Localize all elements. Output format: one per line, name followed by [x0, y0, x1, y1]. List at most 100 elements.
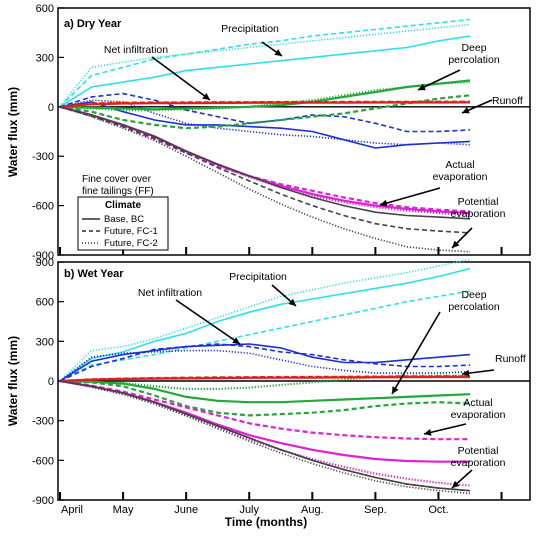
x-tick-label: June	[174, 504, 198, 516]
annotation-arrowhead	[202, 93, 210, 100]
annotation-label: Net infiltration	[104, 44, 168, 56]
series-precipitation-future-fc-2	[59, 23, 471, 108]
series-potential-evaporation-future-fc-2	[59, 380, 471, 495]
legend-subtitle-line-1: Fine cover over	[82, 174, 152, 185]
annotation-arrowhead	[232, 337, 240, 344]
series-potential-evaporation-base-bc	[59, 380, 471, 492]
annotation-arrowhead	[462, 369, 470, 377]
annotation-precipitation: Precipitation	[229, 271, 297, 307]
annotation-arrow	[423, 423, 467, 435]
annotation-actual-evaporation: Actual evaporation	[423, 397, 506, 436]
annotation-arrowhead	[462, 107, 470, 114]
annotation-label: Actual evaporation	[433, 159, 488, 183]
legend-title: Climate	[105, 200, 142, 211]
annotation-deep-percolation: Deep percolation	[417, 42, 500, 91]
annotation-label: Runoff	[492, 95, 523, 107]
series-precipitation-future-fc-1	[59, 18, 471, 108]
series-actual-evaporation-future-fc-1	[59, 105, 471, 213]
annotation-arrowhead	[288, 298, 296, 306]
annotation-label: Deep percolation	[448, 289, 500, 313]
series-precipitation-base-bc	[59, 267, 471, 382]
series-deep-percolation-future-fc-1	[59, 379, 471, 417]
x-tick-label: Oct.	[428, 504, 448, 516]
series-net-infiltration-future-fc-1	[59, 343, 471, 382]
series-net-infiltration-future-fc-2	[59, 349, 471, 382]
series-net-infiltration-future-fc-1	[59, 92, 471, 133]
x-axis-title: Time (months)	[225, 515, 307, 529]
annotation-label: Potential evaporation	[451, 445, 506, 469]
series-runoff-future-fc-2	[59, 375, 470, 383]
panel-dry-year: 600 300 0 -300 -600 -900 a) Dry Year Precipitat…	[32, 3, 531, 262]
series-deep-percolation-base-bc	[59, 379, 471, 404]
annotation-arrow	[151, 56, 211, 101]
legend-label-base: Base, BC	[104, 214, 144, 225]
y-tick-label: 0	[48, 102, 54, 114]
y-axis-title-a: Water flux (mm)	[6, 87, 20, 177]
annotation-arrowhead	[424, 429, 432, 436]
series-runoff-future-fc-1	[59, 375, 470, 383]
annotation-label: Deep percolation	[448, 42, 500, 66]
series-potential-evaporation-future-fc-2	[59, 106, 471, 253]
annotation-arrowhead	[274, 49, 282, 56]
panel-wet-year: 900 600 300 0 -300 -600 -900 April May June July Au…	[32, 257, 531, 516]
x-tick-label: May	[113, 504, 134, 516]
plot-frame	[57, 7, 531, 256]
series-runoff-future-fc-2	[59, 100, 470, 108]
annotation-arrowhead	[418, 83, 426, 91]
series-potential-evaporation-future-fc-1	[59, 106, 471, 234]
annotation-arrowhead	[452, 480, 460, 488]
series-precipitation-base-bc	[59, 35, 471, 108]
y-tick-label: -300	[32, 416, 54, 428]
legend-subtitle-line-2: fine tailings (FF)	[82, 186, 154, 197]
y-tick-label: 600	[36, 297, 54, 309]
y-tick-label: -900	[32, 495, 54, 507]
y-tick-label: 0	[48, 376, 54, 388]
y-tick-label: -300	[32, 151, 54, 163]
annotation-arrowhead	[452, 240, 460, 248]
annotation-arrowhead	[392, 386, 399, 394]
annotation-precipitation: Precipitation	[221, 23, 283, 57]
y-tick-label: -600	[32, 455, 54, 467]
y-axis-title-b: Water flux (mm)	[6, 336, 20, 426]
series-precipitation-future-fc-2	[59, 258, 471, 382]
series-deep-percolation-future-fc-2	[59, 81, 471, 112]
panel-title: b) Wet Year	[64, 268, 124, 280]
annotation-potential-evaporation: Potential evaporation	[451, 445, 506, 489]
annotation-arrow	[417, 69, 461, 91]
legend-box	[77, 196, 169, 251]
y-tick-label: -900	[32, 250, 54, 262]
annotation-net-infiltration: Net infiltration	[104, 44, 211, 101]
annotation-label: Actual evaporation	[451, 397, 506, 421]
annotation-actual-evaporation: Actual evaporation	[379, 159, 488, 207]
x-tick-label: Sep.	[364, 504, 387, 516]
annotation-label: Precipitation	[229, 271, 287, 283]
annotation-deep-percolation: Deep percolation	[391, 289, 500, 395]
panel-title: a) Dry Year	[64, 18, 122, 30]
legend-label-fc1: Future, FC-1	[104, 226, 158, 237]
legend: Fine cover over fine tailings (FF) Clima…	[77, 174, 169, 251]
y-tick-label: 600	[36, 3, 54, 15]
series-runoff-future-fc-1	[59, 100, 470, 108]
annotation-runoff: Runoff	[461, 95, 523, 114]
x-tick-label: July	[239, 504, 259, 516]
annotation-arrow	[379, 187, 441, 206]
annotation-arrow	[391, 311, 441, 395]
y-tick-label: 900	[36, 257, 54, 269]
annotation-label: Potential evaporation	[451, 196, 506, 220]
annotation-label: Runoff	[495, 353, 526, 365]
series-deep-percolation-future-fc-1	[59, 94, 471, 130]
annotation-runoff: Runoff	[461, 353, 526, 377]
series-deep-percolation-future-fc-2	[59, 374, 470, 390]
y-tick-label: 300	[36, 52, 54, 64]
series-net-infiltration-base-bc	[59, 343, 471, 382]
series-actual-evaporation-future-fc-1	[59, 379, 470, 441]
x-tick-label: April	[61, 504, 83, 516]
annotation-net-infiltration: Net infiltration	[138, 287, 241, 345]
x-tick-label: Aug.	[301, 504, 324, 516]
y-tick-label: 300	[36, 336, 54, 348]
annotation-label: Net infiltration	[138, 287, 202, 299]
annotation-arrow	[175, 299, 241, 345]
annotation-label: Precipitation	[221, 23, 279, 35]
y-tick-label: -600	[32, 201, 54, 213]
